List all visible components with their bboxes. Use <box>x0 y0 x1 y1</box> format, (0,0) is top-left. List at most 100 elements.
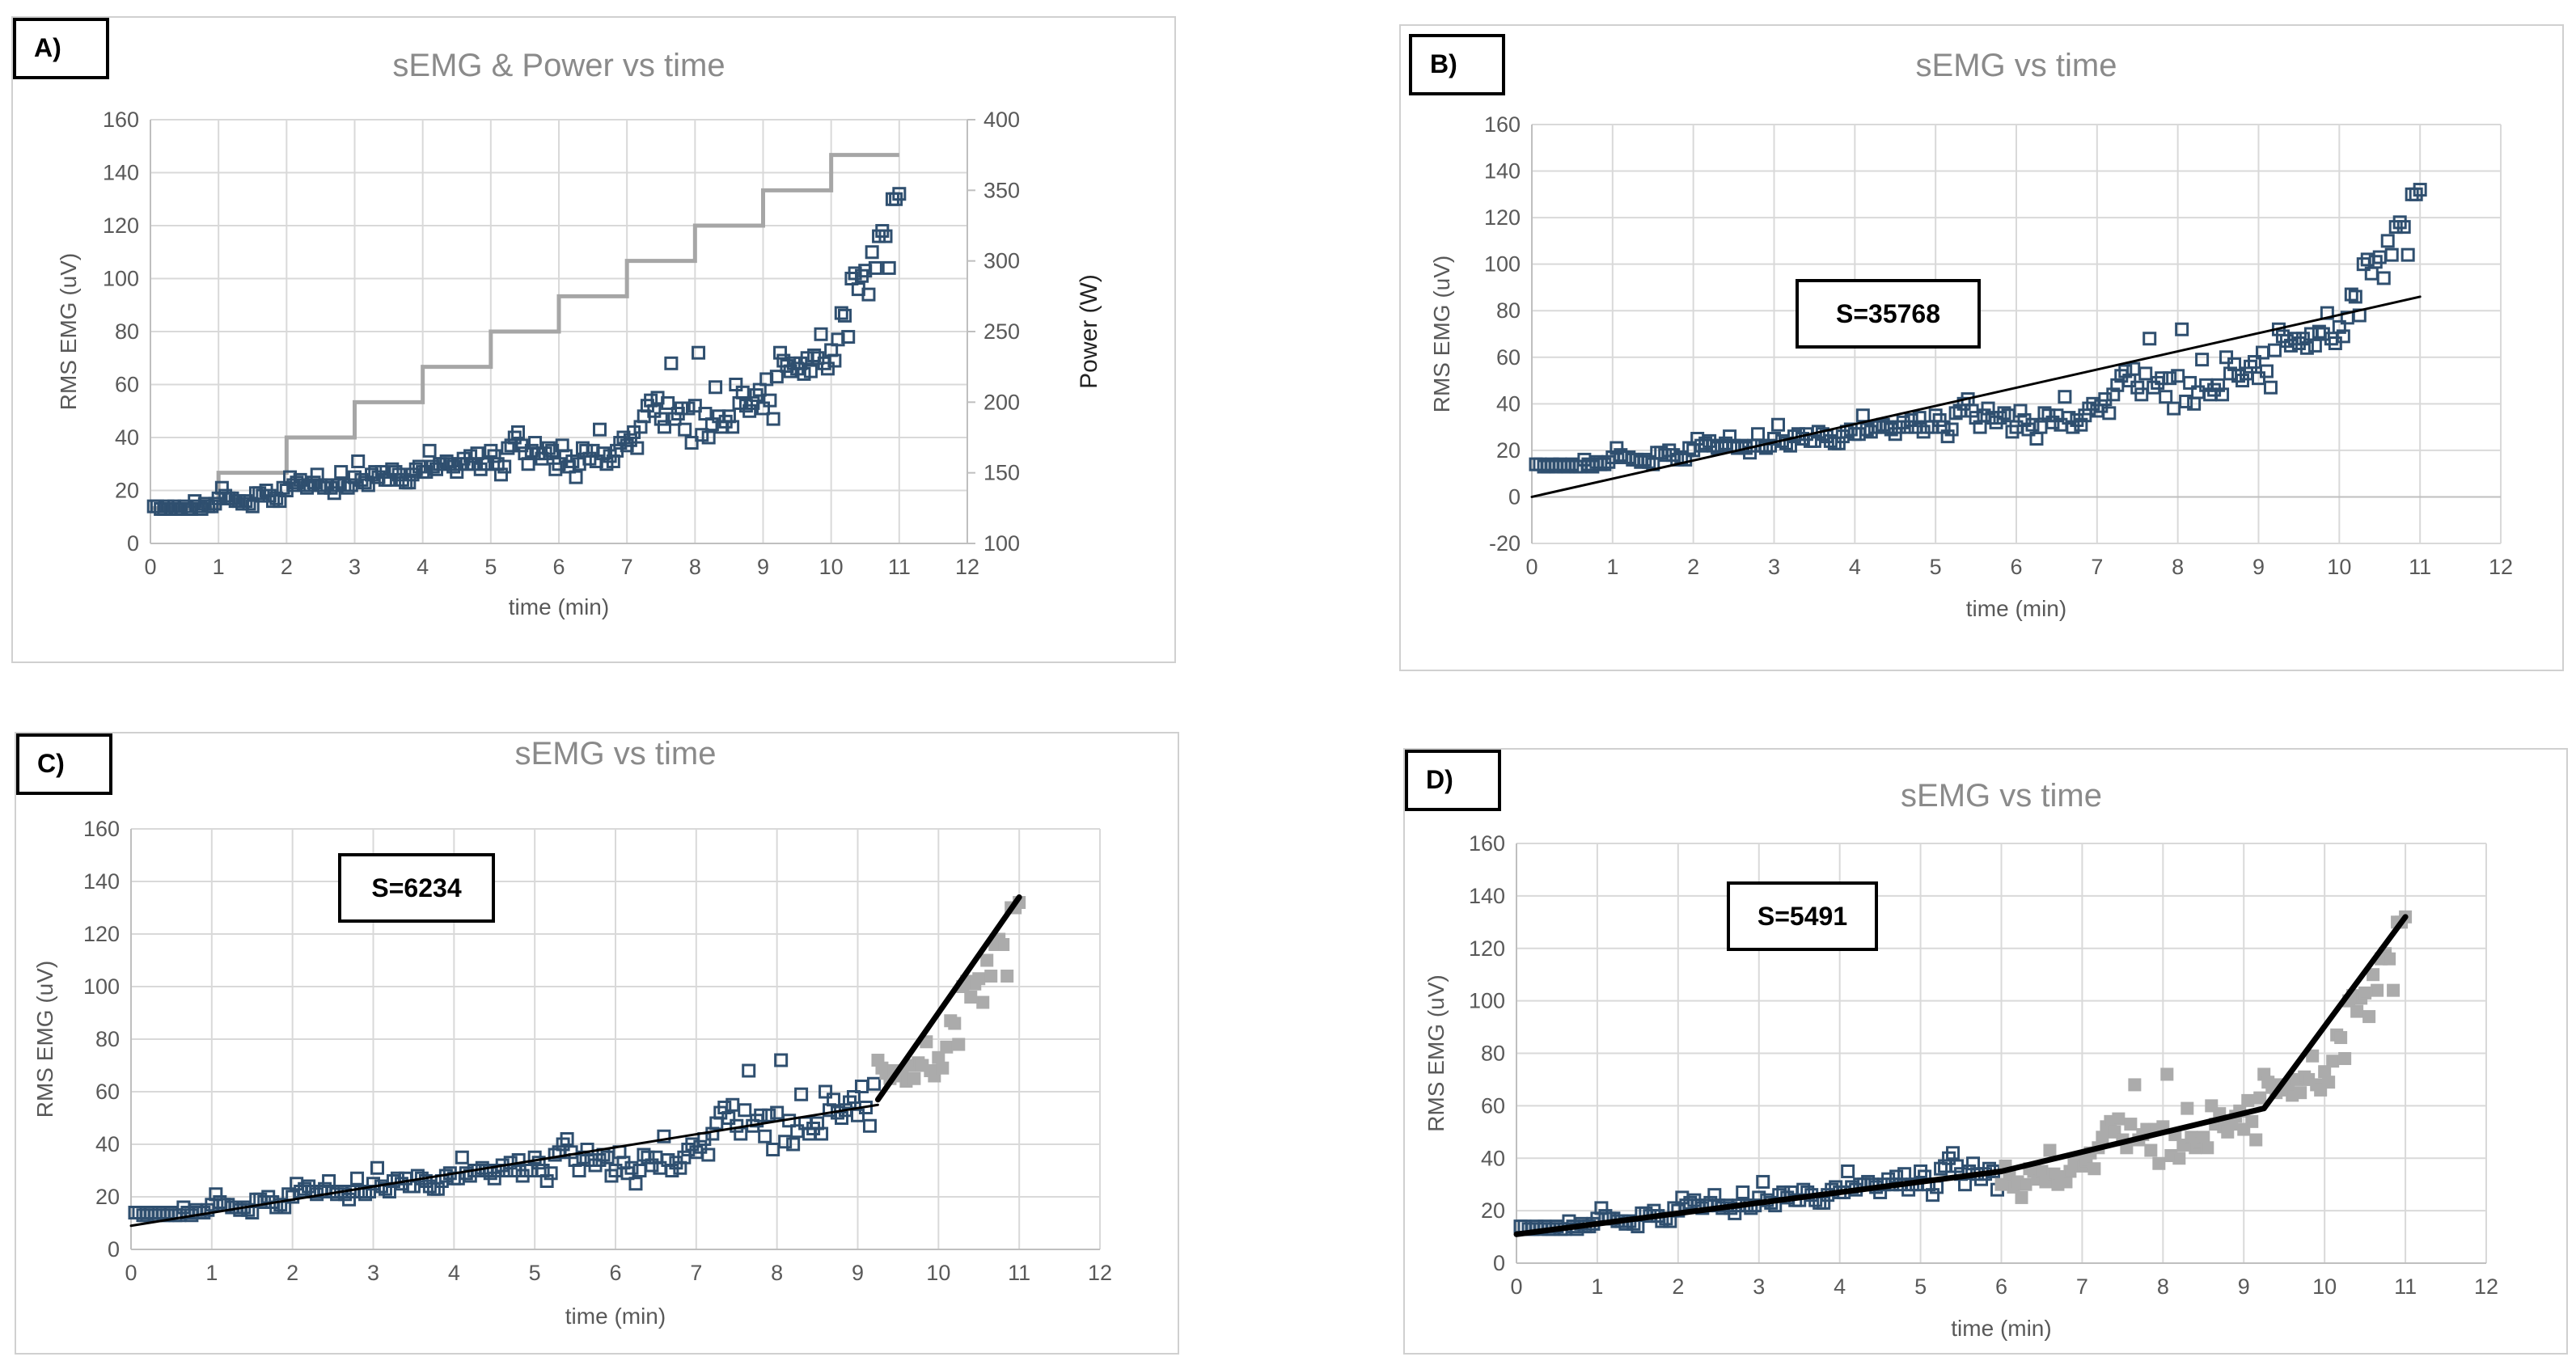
data-point <box>334 465 349 480</box>
data-point <box>541 441 556 455</box>
data-point <box>487 449 501 463</box>
y-tick-label: 160 <box>1469 831 1505 856</box>
data-point <box>624 1160 639 1175</box>
data-point <box>402 476 417 490</box>
data-point <box>1779 436 1793 450</box>
data-point <box>2336 329 2350 344</box>
y-tick-label: 60 <box>1481 1093 1505 1118</box>
data-point <box>657 1129 671 1143</box>
y-tick-label: 80 <box>1481 1042 1505 1066</box>
data-point <box>487 1171 501 1186</box>
data-point <box>1783 438 1797 453</box>
data-point <box>2367 968 2380 982</box>
data-point <box>2013 404 2028 418</box>
data-point <box>2112 1112 2126 1126</box>
data-point <box>907 1071 921 1085</box>
data-point <box>964 991 978 1004</box>
data-point <box>834 306 848 320</box>
data-point <box>2175 322 2189 336</box>
x-tick-label: 6 <box>552 555 565 579</box>
chart-title: sEMG vs time <box>1901 778 2102 814</box>
data-point <box>2400 247 2415 262</box>
data-point <box>952 1038 966 1051</box>
data-point <box>2062 411 2076 425</box>
data-point <box>2096 1131 2109 1144</box>
panel-label-box <box>13 18 109 79</box>
data-point <box>773 345 788 360</box>
y-tick-label: 120 <box>1469 936 1505 961</box>
y-tick-label: 100 <box>103 267 139 291</box>
data-point <box>593 422 607 437</box>
panel-c: sEMG vs time 0 1 2 3 4 5 6 7 8 9 10 11 12 0 20 40 60 80 100… <box>15 732 1179 1355</box>
data-point <box>645 1158 659 1173</box>
chart-title: sEMG & Power vs time <box>392 48 725 83</box>
data-point <box>2338 1051 2352 1065</box>
y-axis-title: RMS EMG (uV) <box>32 961 57 1118</box>
data-point <box>511 425 525 439</box>
data-point <box>641 1150 655 1164</box>
data-point <box>2074 417 2088 432</box>
data-point <box>882 260 896 275</box>
annotation-box <box>1727 881 1878 951</box>
data-point <box>497 459 512 474</box>
x-tick-label: 4 <box>417 555 429 579</box>
data-point <box>2163 371 2177 386</box>
data-point <box>2249 1133 2263 1147</box>
y-tick-label: 40 <box>1496 391 1521 416</box>
y-tick-label: 0 <box>1493 1251 1505 1275</box>
data-point <box>692 345 706 360</box>
data-point <box>2348 290 2362 304</box>
data-point <box>2183 375 2197 390</box>
data-point <box>2307 338 2322 353</box>
annotation-text: S=35768 <box>1836 299 1940 328</box>
y2-tick-label: 350 <box>983 178 1020 202</box>
data-point <box>862 1118 877 1133</box>
x-tick-label: 9 <box>852 1261 864 1285</box>
data-point <box>2179 394 2193 408</box>
panel-label-box <box>1409 34 1505 95</box>
data-point <box>1981 401 1995 416</box>
data-point <box>2306 1049 2320 1063</box>
data-point <box>1751 427 1766 442</box>
data-point <box>1965 404 1979 418</box>
fit-line <box>129 1103 879 1228</box>
y-tick-label: 80 <box>1496 298 1521 323</box>
data-point <box>1944 422 1959 437</box>
data-point <box>1904 412 1918 427</box>
x-tick-label: 10 <box>2327 555 2351 579</box>
data-point <box>1940 429 1955 444</box>
data-point <box>709 380 723 395</box>
y-axis-title: RMS EMG (uV) <box>56 253 81 410</box>
data-point <box>2041 408 2056 423</box>
data-point <box>1723 429 1737 444</box>
data-point <box>814 327 828 341</box>
x-tick-label: 1 <box>1606 555 1618 579</box>
data-point <box>2058 390 2072 404</box>
data-point <box>1855 408 1870 423</box>
x-tick-label: 1 <box>205 1261 218 1285</box>
data-point <box>735 385 750 399</box>
data-point <box>661 395 675 410</box>
data-point <box>1997 406 2011 421</box>
data-point <box>769 370 784 384</box>
x-tick-label: 12 <box>1088 1261 1112 1285</box>
data-point <box>2350 1004 2364 1018</box>
data-point <box>539 1174 554 1188</box>
data-point <box>766 1143 780 1156</box>
x-tick-label: 0 <box>1510 1274 1522 1299</box>
data-point <box>972 972 986 986</box>
x-tick-label: 3 <box>367 1261 379 1285</box>
data-point <box>569 470 583 484</box>
data-point <box>2413 183 2427 197</box>
data-point <box>1912 411 1927 425</box>
x-tick-label: 9 <box>757 555 769 579</box>
data-point <box>2201 1141 2214 1155</box>
data-point <box>1609 441 1624 455</box>
annotation-box <box>1796 279 1981 349</box>
y-tick-label: 60 <box>95 1080 120 1104</box>
data-point <box>758 1129 772 1143</box>
data-point <box>701 430 716 445</box>
x-tick-label: 11 <box>888 555 911 579</box>
x-tick-label: 0 <box>125 1261 137 1285</box>
